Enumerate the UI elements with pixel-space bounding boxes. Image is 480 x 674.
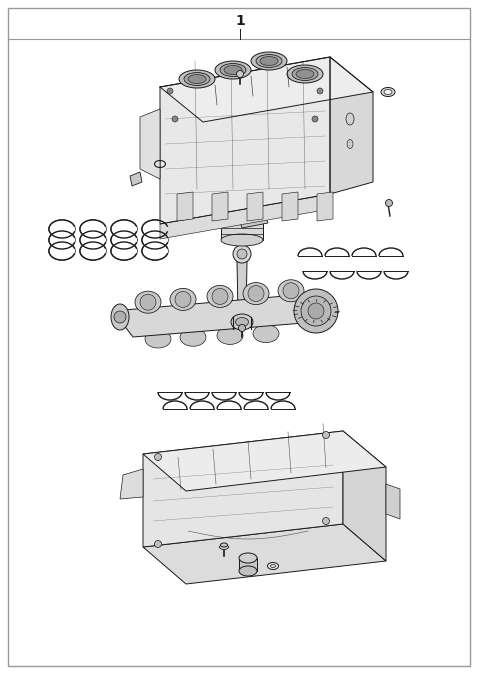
Ellipse shape xyxy=(267,563,278,570)
Ellipse shape xyxy=(80,220,106,238)
Polygon shape xyxy=(140,109,160,179)
Ellipse shape xyxy=(219,545,228,549)
Ellipse shape xyxy=(142,231,168,249)
Ellipse shape xyxy=(260,57,278,65)
Ellipse shape xyxy=(271,565,276,568)
Polygon shape xyxy=(221,212,263,240)
Ellipse shape xyxy=(49,231,75,249)
Polygon shape xyxy=(130,172,142,186)
Circle shape xyxy=(155,541,161,547)
Ellipse shape xyxy=(236,317,249,326)
Text: 1: 1 xyxy=(235,14,245,28)
Ellipse shape xyxy=(221,234,263,246)
Polygon shape xyxy=(143,431,386,491)
Ellipse shape xyxy=(278,280,304,302)
Polygon shape xyxy=(212,192,228,221)
Polygon shape xyxy=(282,192,298,221)
Ellipse shape xyxy=(188,75,206,84)
Ellipse shape xyxy=(135,291,161,313)
Ellipse shape xyxy=(49,220,75,238)
Circle shape xyxy=(312,116,318,122)
Ellipse shape xyxy=(179,70,215,88)
Polygon shape xyxy=(160,194,330,239)
Ellipse shape xyxy=(111,231,137,249)
Ellipse shape xyxy=(184,73,210,86)
Circle shape xyxy=(301,296,331,326)
Ellipse shape xyxy=(292,67,318,80)
Circle shape xyxy=(212,288,228,305)
Polygon shape xyxy=(386,484,400,519)
Polygon shape xyxy=(160,57,330,224)
Ellipse shape xyxy=(142,242,168,260)
Ellipse shape xyxy=(231,314,253,330)
Ellipse shape xyxy=(215,61,251,79)
Ellipse shape xyxy=(111,220,137,238)
Polygon shape xyxy=(240,218,268,228)
Circle shape xyxy=(233,245,251,263)
Ellipse shape xyxy=(381,88,395,96)
Ellipse shape xyxy=(80,231,106,249)
Circle shape xyxy=(239,324,245,332)
Ellipse shape xyxy=(217,326,243,344)
Circle shape xyxy=(385,200,393,206)
Ellipse shape xyxy=(80,242,106,260)
Polygon shape xyxy=(160,57,373,122)
Ellipse shape xyxy=(253,325,279,342)
Circle shape xyxy=(172,116,178,122)
Polygon shape xyxy=(143,431,343,547)
Polygon shape xyxy=(343,431,386,561)
Ellipse shape xyxy=(346,113,354,125)
Ellipse shape xyxy=(256,55,282,67)
Polygon shape xyxy=(330,57,373,194)
Circle shape xyxy=(155,454,161,460)
Circle shape xyxy=(323,431,329,439)
Circle shape xyxy=(237,249,247,259)
Polygon shape xyxy=(317,192,333,221)
Ellipse shape xyxy=(384,90,392,94)
Ellipse shape xyxy=(180,328,206,346)
Ellipse shape xyxy=(239,553,257,563)
Circle shape xyxy=(308,303,324,319)
Circle shape xyxy=(175,291,191,307)
Circle shape xyxy=(323,518,329,524)
Ellipse shape xyxy=(221,195,263,213)
Circle shape xyxy=(167,88,173,94)
Circle shape xyxy=(283,283,299,299)
Ellipse shape xyxy=(287,65,323,83)
Polygon shape xyxy=(177,192,193,221)
Circle shape xyxy=(294,289,338,333)
Polygon shape xyxy=(237,261,247,314)
Polygon shape xyxy=(143,524,386,584)
Polygon shape xyxy=(239,558,257,571)
Ellipse shape xyxy=(220,63,246,77)
Ellipse shape xyxy=(111,242,137,260)
Ellipse shape xyxy=(207,286,233,307)
Polygon shape xyxy=(120,469,143,499)
Ellipse shape xyxy=(251,52,287,70)
Ellipse shape xyxy=(111,304,129,330)
Ellipse shape xyxy=(239,566,257,576)
Ellipse shape xyxy=(243,282,269,305)
Ellipse shape xyxy=(220,543,228,547)
Ellipse shape xyxy=(142,220,168,238)
Circle shape xyxy=(237,71,243,78)
Circle shape xyxy=(114,311,126,323)
Circle shape xyxy=(317,88,323,94)
Ellipse shape xyxy=(49,242,75,260)
Circle shape xyxy=(140,294,156,310)
Ellipse shape xyxy=(347,140,353,148)
Circle shape xyxy=(248,286,264,301)
Ellipse shape xyxy=(224,65,242,75)
Polygon shape xyxy=(247,192,263,221)
Ellipse shape xyxy=(170,288,196,311)
Ellipse shape xyxy=(145,330,171,348)
Ellipse shape xyxy=(296,69,314,78)
Polygon shape xyxy=(113,294,328,337)
